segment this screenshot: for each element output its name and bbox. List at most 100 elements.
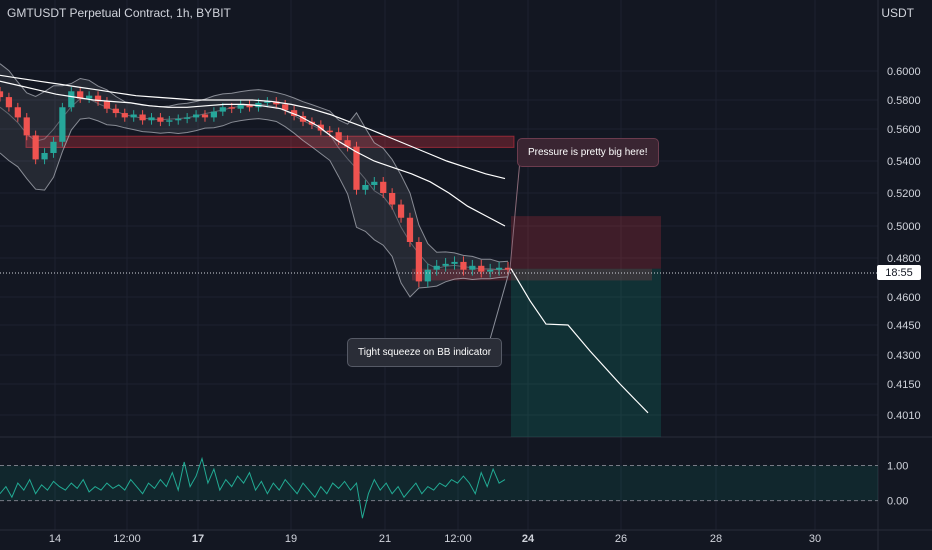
candle-body: [210, 111, 218, 118]
y-tick-label: 0.4800: [887, 253, 921, 265]
x-tick-label: 28: [710, 533, 722, 545]
candle-body: [86, 95, 93, 99]
x-tick-label: 14: [49, 533, 61, 545]
current-price-badge: 18:55: [877, 265, 921, 280]
candle-body: [469, 265, 476, 270]
candle-body: [495, 267, 503, 270]
candle-body: [326, 130, 333, 133]
candle-body: [389, 193, 396, 205]
candle-body: [264, 101, 271, 103]
candle-body: [290, 110, 298, 116]
candle-body: [130, 114, 137, 118]
candle-body: [94, 95, 102, 102]
candle-body: [353, 146, 360, 190]
sma-slow-line: [0, 74, 506, 180]
candle-body: [237, 104, 244, 109]
candle-body: [50, 141, 57, 153]
y-tick-label: 0.5600: [887, 124, 921, 136]
oscillator-tick-label: 1.00: [887, 461, 908, 473]
x-tick-label: 21: [379, 533, 391, 545]
bb-lower-line: [0, 117, 509, 298]
candle-body: [166, 120, 173, 122]
y-tick-label: 0.5000: [887, 221, 921, 233]
sma-fast-line: [0, 80, 506, 227]
candle-body: [371, 181, 378, 185]
candle-body: [397, 204, 405, 218]
x-tick-label: 26: [615, 533, 627, 545]
annotation-pressure-text: Pressure is pretty big here!: [528, 147, 648, 158]
x-tick-label: 30: [809, 533, 821, 545]
candle-body: [121, 113, 128, 118]
y-tick-label: 0.4150: [887, 379, 921, 391]
x-tick-label: 24: [522, 533, 535, 545]
candle-body: [77, 91, 84, 99]
candle-body: [201, 114, 209, 118]
candle-body: [14, 107, 21, 118]
candle-body: [460, 261, 467, 270]
callout-connector-bottom: [486, 268, 511, 351]
y-tick-label: 0.5200: [887, 188, 921, 200]
candle-body: [282, 104, 289, 111]
chart-title: GMTUSDT Perpetual Contract, 1h, BYBIT: [7, 6, 231, 20]
candle-body: [175, 118, 182, 121]
candle-body: [380, 181, 387, 193]
oscillator-line: [0, 456, 506, 519]
candle-body: [273, 101, 280, 105]
candle-body: [32, 135, 39, 160]
candle-body: [504, 267, 512, 270]
annotation-squeeze[interactable]: Tight squeeze on BB indicator: [347, 338, 503, 367]
candle-body: [406, 217, 414, 242]
projection-line: [510, 268, 649, 414]
candle-body: [41, 153, 48, 160]
candle-body: [299, 115, 307, 122]
currency-label: USDT: [881, 6, 914, 20]
y-tick-label: 0.4300: [887, 350, 921, 362]
candle-body: [424, 269, 431, 282]
oscillator-tick-label: 0.00: [887, 496, 908, 508]
annotation-squeeze-text: Tight squeeze on BB indicator: [358, 347, 492, 358]
candle-body: [415, 242, 422, 282]
candle-body: [344, 140, 351, 147]
candle-body: [478, 265, 485, 272]
candle-body: [184, 117, 191, 119]
y-tick-label: 0.4600: [887, 292, 921, 304]
y-tick-label: 0.4450: [887, 320, 921, 332]
candle-body: [228, 107, 235, 109]
candle-body: [487, 269, 494, 272]
annotation-pressure[interactable]: Pressure is pretty big here!: [517, 138, 659, 167]
candle-body: [192, 114, 200, 118]
x-tick-label: 19: [285, 533, 297, 545]
bb-upper-line: [0, 63, 509, 263]
x-tick-label: 12:00: [444, 533, 472, 545]
candle-body: [157, 117, 164, 122]
y-tick-label: 0.5800: [887, 95, 921, 107]
risk-zone: [511, 216, 661, 269]
target-zone: [511, 268, 661, 437]
candle-body: [112, 108, 119, 114]
y-tick-label: 0.5400: [887, 156, 921, 168]
x-tick-label: 17: [192, 533, 204, 545]
candle-body: [139, 114, 146, 121]
y-tick-label: 0.4010: [887, 410, 921, 422]
candle-body: [68, 91, 75, 108]
bb-fill: [0, 63, 508, 298]
candle-body: [219, 107, 226, 112]
callout-connector-top: [509, 159, 521, 269]
candle-body: [23, 117, 30, 136]
support-zone: [412, 268, 652, 281]
candle-body: [335, 132, 342, 141]
candle-body: [5, 97, 13, 108]
candle-body: [0, 91, 4, 98]
candle-body: [362, 185, 369, 190]
candle-body: [246, 104, 253, 108]
candle-body: [148, 117, 155, 121]
x-tick-label: 12:00: [113, 533, 141, 545]
y-tick-label: 0.6000: [887, 66, 921, 78]
candle-body: [433, 265, 440, 270]
candle-body: [442, 263, 449, 266]
candle-body: [451, 261, 458, 264]
resistance-zone: [25, 135, 515, 148]
candle-body: [59, 107, 66, 142]
candle-body: [103, 101, 111, 109]
